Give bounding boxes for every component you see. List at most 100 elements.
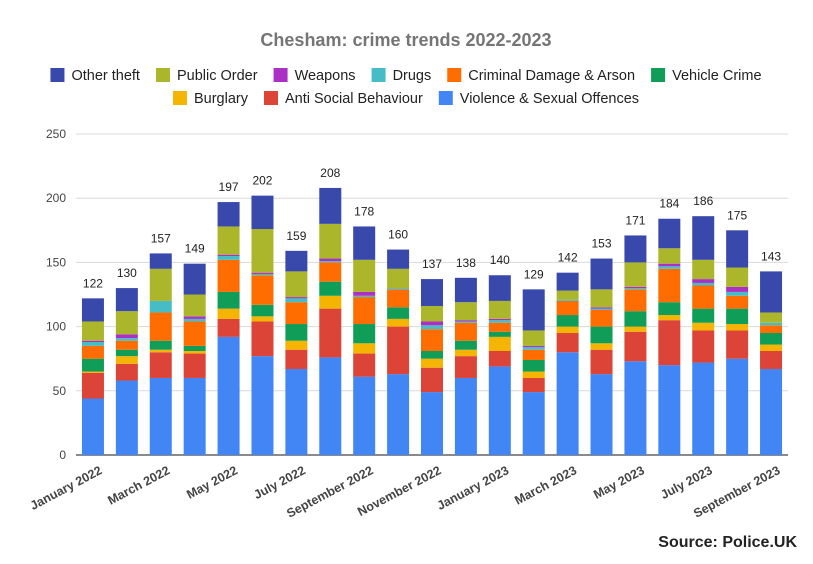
legend-swatch-violence-and-sexual-offences bbox=[438, 91, 453, 105]
bar-segment-other-theft bbox=[590, 258, 613, 290]
bar-segment-public-order bbox=[488, 300, 511, 319]
bars bbox=[81, 187, 783, 455]
y-tick-label: 200 bbox=[46, 191, 66, 205]
bar-segment-anti-social-behaviour bbox=[183, 353, 206, 378]
bar-segment-anti-social-behaviour bbox=[149, 352, 172, 378]
total-label: 149 bbox=[185, 242, 205, 256]
bar-segment-anti-social-behaviour bbox=[421, 367, 443, 393]
bar-segment-criminal-damage-and-arson bbox=[353, 297, 376, 325]
total-label: 157 bbox=[151, 231, 171, 245]
bar-segment-public-order bbox=[692, 259, 715, 280]
bar-column-march-2022 bbox=[149, 253, 172, 455]
bar-segment-public-order bbox=[183, 294, 206, 317]
bar-segment-drugs bbox=[149, 300, 172, 313]
bar-segment-other-theft bbox=[217, 202, 240, 227]
y-tick-label: 250 bbox=[46, 127, 66, 141]
bar-segment-vehicle-crime bbox=[760, 333, 783, 345]
bar-segment-public-order bbox=[353, 259, 376, 292]
x-tick-label: March 2022 bbox=[105, 463, 172, 507]
bar-column-may-2023 bbox=[624, 235, 647, 455]
total-label: 184 bbox=[659, 197, 679, 211]
bar-segment-violence-and-sexual-offences bbox=[387, 374, 410, 455]
bar-segment-burglary bbox=[421, 358, 443, 368]
bar-segment-anti-social-behaviour bbox=[590, 349, 613, 375]
bar-segment-burglary bbox=[692, 322, 715, 331]
bar-column-november-2022 bbox=[421, 279, 443, 455]
total-label: 130 bbox=[117, 266, 137, 280]
bar-segment-violence-and-sexual-offences bbox=[353, 376, 376, 455]
bar-segment-other-theft bbox=[556, 272, 579, 291]
total-label: 142 bbox=[558, 251, 578, 265]
bar-segment-criminal-damage-and-arson bbox=[590, 309, 613, 327]
legend-swatch-public-order bbox=[155, 68, 170, 82]
legend-swatch-anti-social-behaviour bbox=[263, 91, 278, 105]
bar-segment-vehicle-crime bbox=[421, 350, 443, 359]
bar-segment-drugs bbox=[556, 299, 579, 301]
bar-segment-burglary bbox=[760, 344, 783, 351]
bar-segment-public-order bbox=[421, 306, 443, 322]
legend-swatch-drugs bbox=[371, 68, 386, 82]
bar-segment-public-order bbox=[658, 248, 681, 264]
bar-segment-burglary bbox=[183, 350, 206, 354]
bar-segment-vehicle-crime bbox=[488, 331, 511, 337]
bar-segment-weapons bbox=[488, 318, 511, 321]
bar-segment-anti-social-behaviour bbox=[353, 353, 376, 377]
bar-segment-other-theft bbox=[522, 289, 545, 331]
bar-segment-drugs bbox=[658, 266, 681, 269]
total-label: 138 bbox=[456, 256, 476, 270]
bar-segment-anti-social-behaviour bbox=[387, 326, 410, 375]
bar-segment-drugs bbox=[624, 288, 647, 290]
y-axis: 0 50 100 150 200 250 bbox=[46, 127, 66, 462]
total-label: 153 bbox=[592, 237, 612, 251]
legend-label-burglary: Burglary bbox=[194, 91, 249, 107]
bar-segment-anti-social-behaviour bbox=[319, 308, 342, 358]
x-tick-label: May 2022 bbox=[184, 463, 240, 501]
bar-segment-anti-social-behaviour bbox=[454, 356, 477, 378]
bar-segment-drugs bbox=[217, 255, 240, 260]
bar-segment-vehicle-crime bbox=[251, 304, 274, 317]
y-tick-label: 100 bbox=[46, 320, 66, 334]
bar-column-april-2023 bbox=[590, 258, 613, 455]
bar-segment-public-order bbox=[387, 268, 410, 289]
bar-segment-vehicle-crime bbox=[624, 311, 647, 327]
bar-segment-drugs bbox=[387, 288, 410, 290]
bar-column-february-2023 bbox=[522, 289, 545, 455]
legend-label-other-theft: Other theft bbox=[71, 68, 140, 84]
bar-segment-criminal-damage-and-arson bbox=[81, 345, 104, 359]
bar-segment-drugs bbox=[488, 320, 511, 323]
bar-segment-vehicle-crime bbox=[556, 315, 579, 327]
bar-segment-other-theft bbox=[81, 298, 104, 322]
bar-segment-violence-and-sexual-offences bbox=[251, 356, 274, 455]
bar-segment-other-theft bbox=[319, 187, 342, 224]
legend-swatch-criminal-damage-and-arson bbox=[447, 68, 462, 82]
bar-segment-criminal-damage-and-arson bbox=[183, 321, 206, 346]
bar-segment-burglary bbox=[488, 336, 511, 351]
y-tick-label: 0 bbox=[59, 448, 66, 462]
bar-segment-weapons bbox=[353, 291, 376, 296]
bar-segment-other-theft bbox=[115, 288, 138, 312]
bar-segment-drugs bbox=[183, 318, 206, 322]
bar-segment-criminal-damage-and-arson bbox=[285, 302, 308, 325]
bar-column-june-2022 bbox=[251, 195, 274, 455]
bar-segment-anti-social-behaviour bbox=[760, 350, 783, 369]
bar-segment-anti-social-behaviour bbox=[81, 372, 104, 399]
bar-segment-anti-social-behaviour bbox=[522, 377, 545, 393]
bar-column-october-2022 bbox=[387, 249, 410, 455]
bar-segment-vehicle-crime bbox=[353, 324, 376, 344]
bar-column-july-2023 bbox=[692, 216, 715, 455]
bar-segment-other-theft bbox=[183, 263, 206, 295]
legend-label-vehicle-crime: Vehicle Crime bbox=[672, 68, 761, 84]
bar-segment-criminal-damage-and-arson bbox=[658, 268, 681, 303]
y-tick-label: 150 bbox=[46, 255, 66, 269]
bar-segment-burglary bbox=[81, 371, 104, 373]
bar-segment-weapons bbox=[624, 286, 647, 289]
bar-segment-drugs bbox=[81, 342, 104, 346]
bar-segment-vehicle-crime bbox=[454, 340, 477, 350]
bar-column-february-2022 bbox=[115, 288, 138, 455]
bar-segment-burglary bbox=[149, 349, 172, 353]
bar-segment-vehicle-crime bbox=[149, 340, 172, 350]
legend-label-weapons: Weapons bbox=[295, 68, 356, 84]
bar-segment-vehicle-crime bbox=[285, 324, 308, 341]
